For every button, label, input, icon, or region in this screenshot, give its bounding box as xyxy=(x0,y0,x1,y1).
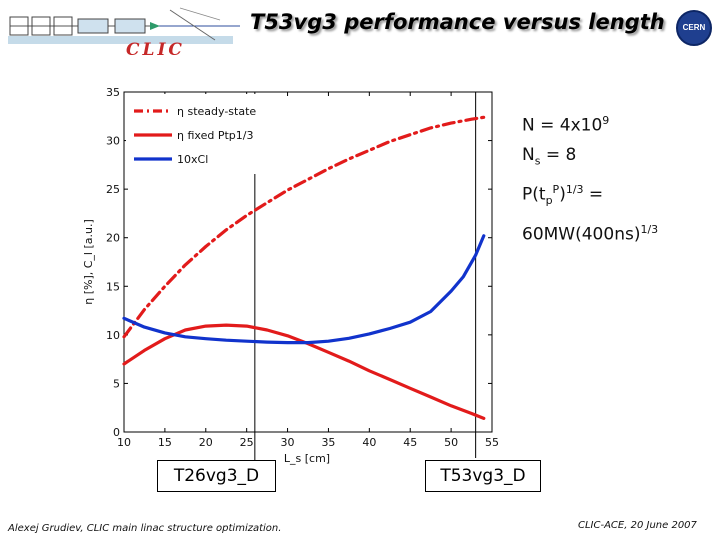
y-tick-label: 30 xyxy=(106,135,120,148)
n-parameter-exponent: 9 xyxy=(602,114,610,127)
x-tick-label: 35 xyxy=(321,436,335,449)
n-parameter: N = 4x109 xyxy=(522,106,658,141)
y-tick-label: 20 xyxy=(106,232,120,245)
y-tick-label: 35 xyxy=(106,86,120,99)
series-line xyxy=(122,115,486,339)
ns-value: = 8 xyxy=(540,144,577,165)
x-tick-label: 20 xyxy=(199,436,213,449)
power-close: ) xyxy=(559,184,566,205)
power-exponent: 1/3 xyxy=(565,183,584,197)
series-line xyxy=(122,234,486,345)
x-tick-label: 10 xyxy=(117,436,131,449)
ns-label: N xyxy=(522,144,535,165)
ns-subscript: s xyxy=(534,154,541,168)
parameter-annotation: N = 4x109 Ns = 8 P(tpP)1/3 = 60MW(400ns)… xyxy=(522,106,658,250)
cern-logo-text: CERN xyxy=(682,23,706,32)
x-tick-label: 50 xyxy=(444,436,458,449)
accelerator-graphic xyxy=(8,7,240,44)
y-tick-label: 25 xyxy=(106,183,120,196)
x-axis-label: L_s [cm] xyxy=(284,452,330,465)
y-tick-label: 5 xyxy=(113,377,120,390)
legend-label: η steady-state xyxy=(177,105,256,118)
power-value: 60MW(400ns)1/3 xyxy=(522,215,658,250)
x-tick-label: 40 xyxy=(362,436,376,449)
power-value-base: 60MW(400ns) xyxy=(522,224,641,245)
cern-logo: CERN xyxy=(676,10,712,46)
y-tick-label: 10 xyxy=(106,329,120,342)
y-tick-label: 15 xyxy=(106,280,120,293)
t26vg3-label: T26vg3_D xyxy=(157,460,276,492)
x-tick-label: 55 xyxy=(485,436,499,449)
power-value-exponent: 1/3 xyxy=(640,223,659,237)
series-layer xyxy=(122,115,486,420)
ns-parameter: Ns = 8 xyxy=(522,141,658,175)
power-equals: = xyxy=(583,184,604,205)
slide-title: T53vg3 performance versus length xyxy=(250,10,665,34)
y-tick-label: 0 xyxy=(113,426,120,439)
power-prefix: P(t xyxy=(522,184,546,205)
footer-author: Alexej Grudiev, CLIC main linac structur… xyxy=(8,523,282,534)
power-subscript: p xyxy=(545,194,553,208)
power-superscript: P xyxy=(552,183,560,197)
legend: η steady-state η fixed Ptp1/3 10xCl xyxy=(126,94,264,174)
clic-logo-text: CLIC xyxy=(126,40,185,60)
y-axis-label: η [%], C_l [a.u.] xyxy=(82,219,95,305)
x-tick-label: 15 xyxy=(158,436,172,449)
power-parameter: P(tpP)1/3 = xyxy=(522,175,658,215)
footer-date: CLIC-ACE, 20 June 2007 xyxy=(578,520,697,531)
t53vg3-label: T53vg3_D xyxy=(425,460,541,492)
legend-label: η fixed Ptp1/3 xyxy=(177,129,253,142)
n-parameter-base: N = 4x10 xyxy=(522,115,603,136)
x-tick-label: 45 xyxy=(403,436,417,449)
x-tick-label: 25 xyxy=(240,436,254,449)
x-tick-label: 30 xyxy=(281,436,295,449)
legend-label: 10xCl xyxy=(177,153,208,166)
